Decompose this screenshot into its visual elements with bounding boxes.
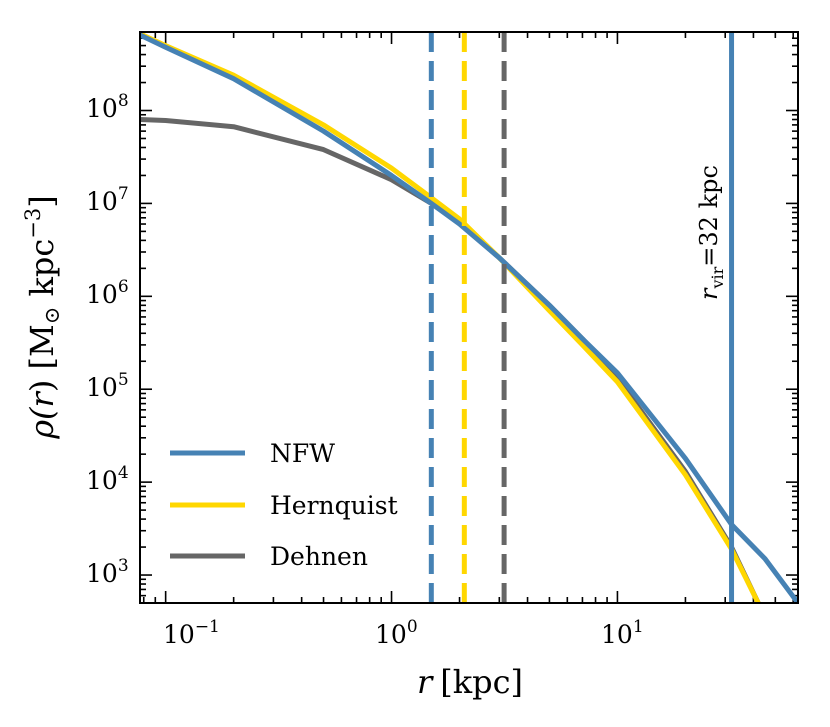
y-tick-label-1e5: 105 — [86, 370, 129, 402]
x-tick-label-0: 10−1 — [163, 617, 220, 649]
y-tick-label-1e4: 104 — [86, 463, 129, 495]
curve-nfw — [140, 32, 798, 603]
plot-frame — [139, 31, 799, 604]
legend-label-dehnen: Dehnen — [270, 542, 368, 571]
legend: NFW Hernquist Dehnen — [170, 439, 398, 571]
y-tick-label-1e7: 107 — [86, 184, 129, 216]
legend-label-hernquist: Hernquist — [270, 491, 398, 520]
y-tick-label-1e3: 103 — [86, 556, 129, 588]
rvir-annotation: rvir=32 kpc — [695, 165, 727, 300]
y-tick-label-1e8: 108 — [86, 91, 129, 123]
vertical-lines-layer — [428, 32, 735, 603]
curves-layer — [140, 32, 798, 603]
legend-label-nfw: NFW — [270, 439, 335, 468]
y-tick-label-1e6: 106 — [86, 277, 129, 309]
y-axis-label: ρ(r) [M⊙ kpc−3] — [21, 195, 64, 440]
x-axis-label: r [kpc] — [417, 663, 523, 701]
x-tick-label-1: 100 — [375, 617, 418, 649]
major-ticks — [140, 32, 798, 603]
x-tick-label-2: 101 — [601, 617, 644, 649]
